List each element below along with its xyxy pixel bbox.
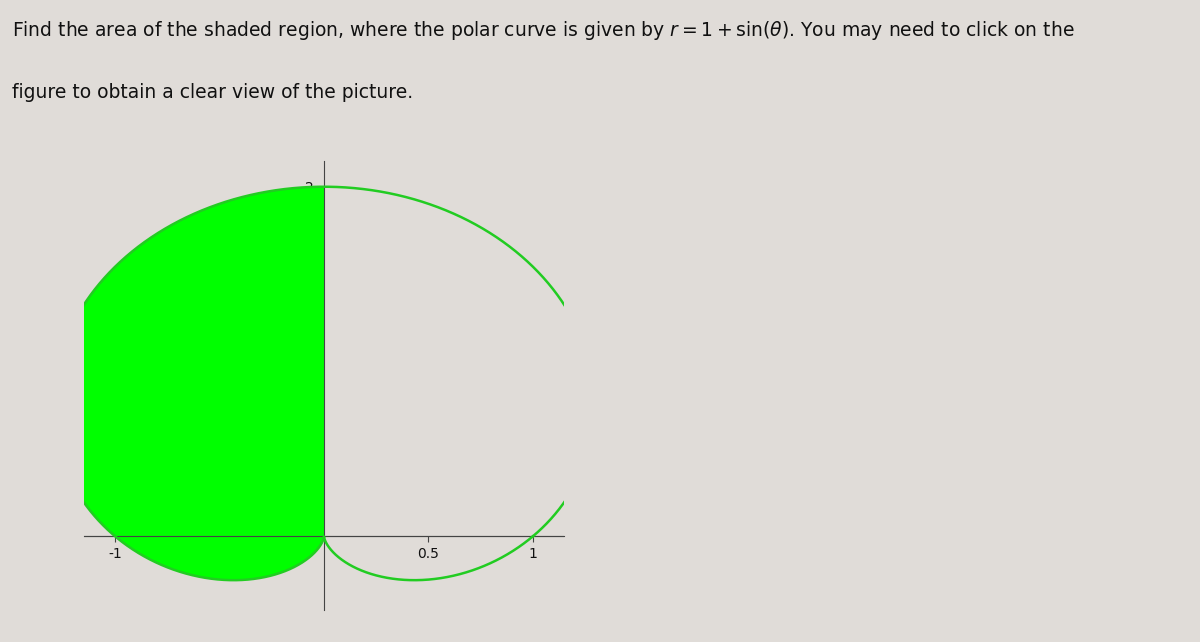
Text: figure to obtain a clear view of the picture.: figure to obtain a clear view of the pic…	[12, 83, 413, 103]
Polygon shape	[53, 187, 324, 580]
Text: Find the area of the shaded region, where the polar curve is given by $r = 1 + \: Find the area of the shaded region, wher…	[12, 19, 1074, 42]
